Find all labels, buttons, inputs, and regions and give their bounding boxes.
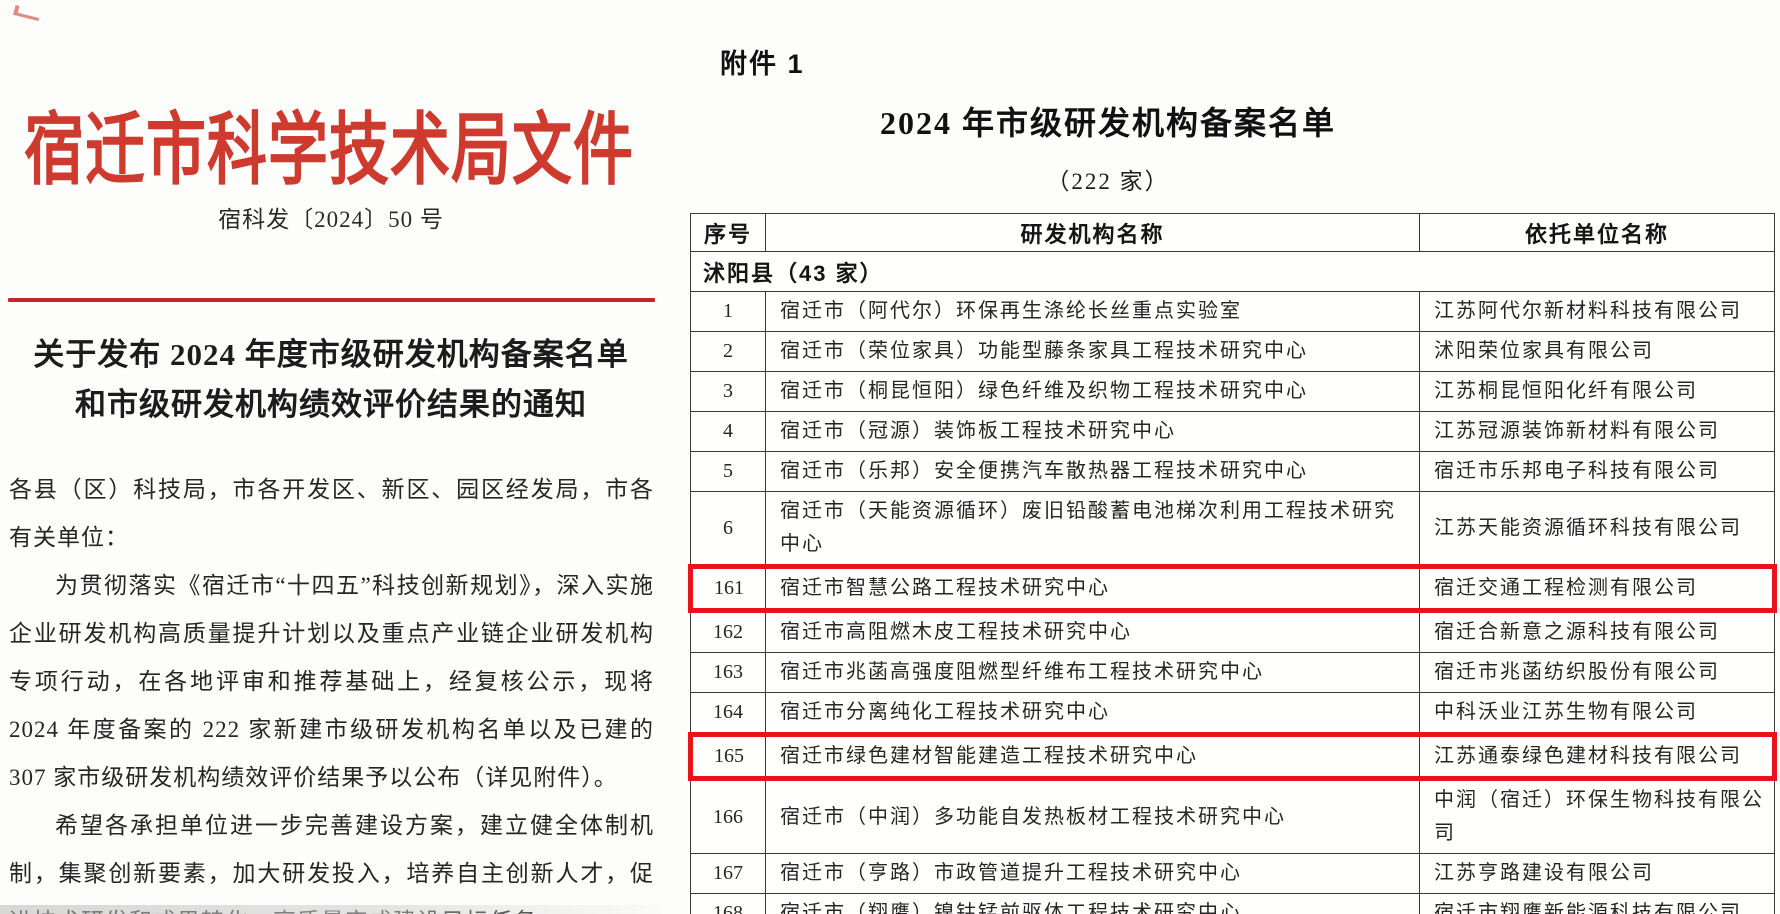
scan-artifact-corner — [13, 5, 41, 21]
cell-supporting-unit: 宿迁市兆菡纺织股份有限公司 — [1419, 652, 1775, 693]
cell-serial-no: 5 — [690, 451, 766, 492]
cell-serial-no: 164 — [690, 692, 766, 735]
cell-institution-name: 宿迁市（翔鹰）镍钴锰前驱体工程技术研究中心 — [765, 893, 1420, 914]
cell-serial-no: 168 — [690, 893, 766, 914]
cell-supporting-unit: 江苏天能资源循环科技有限公司 — [1419, 491, 1775, 567]
table-row: 2 宿迁市（荣位家具）功能型藤条家具工程技术研究中心 沭阳荣位家具有限公司 — [690, 331, 1775, 372]
doc-number: 宿科发〔2024〕50 号 — [218, 207, 444, 232]
table-row-highlighted: 161 宿迁市智慧公路工程技术研究中心 宿迁交通工程检测有限公司 — [688, 564, 1777, 613]
attachment-heading: 2024 年市级研发机构备案名单 （222 家） — [680, 98, 1536, 196]
cell-serial-no: 161 — [688, 564, 766, 613]
cell-supporting-unit: 宿迁合新意之源科技有限公司 — [1419, 610, 1775, 653]
cell-supporting-unit: 宿迁交通工程检测有限公司 — [1419, 564, 1777, 613]
cell-serial-no: 163 — [690, 652, 766, 693]
cell-serial-no: 162 — [690, 610, 766, 653]
table-body: 沭阳县（43 家） 1 宿迁市（阿代尔）环保再生涤纶长丝重点实验室 江苏阿代尔新… — [688, 251, 1777, 914]
table-row: 163 宿迁市兆菡高强度阻燃型纤维布工程技术研究中心 宿迁市兆菡纺织股份有限公司 — [690, 652, 1775, 693]
attachment-page: 附件 1 2024 年市级研发机构备案名单 （222 家） 序号 研发机构名称 … — [662, 0, 1780, 914]
table-row: 4 宿迁市（冠源）装饰板工程技术研究中心 江苏冠源装饰新材料有限公司 — [690, 411, 1775, 452]
attachment-label: 附件 1 — [720, 49, 805, 79]
rd-institutions-table: 序号 研发机构名称 依托单位名称 沭阳县（43 家） 1 宿迁市（阿代尔）环保再… — [688, 213, 1777, 914]
cell-institution-name: 宿迁市高阻燃木皮工程技术研究中心 — [765, 610, 1420, 653]
section-label: 沭阳县（43 家） — [690, 251, 1775, 292]
table-row: 166 宿迁市（中润）多功能自发热板材工程技术研究中心 中润（宿迁）环保生物科技… — [690, 778, 1775, 854]
body-paragraph-1: 为贯彻落实《宿迁市“十四五”科技创新规划》，深入实施企业研发机构高质量提升计划以… — [9, 573, 654, 790]
attachment-title: 2024 年市级研发机构备案名单 — [879, 105, 1336, 141]
notice-title-line1: 关于发布 2024 年度市级研发机构备案名单 — [33, 337, 629, 372]
table-row: 3 宿迁市（桐昆恒阳）绿色纤维及织物工程技术研究中心 江苏桐昆恒阳化纤有限公司 — [690, 371, 1775, 412]
red-divider — [8, 298, 655, 302]
table-row: 162 宿迁市高阻燃木皮工程技术研究中心 宿迁合新意之源科技有限公司 — [690, 610, 1775, 653]
table-header-row: 序号 研发机构名称 依托单位名称 — [690, 213, 1775, 252]
cell-serial-no: 167 — [690, 853, 766, 894]
cell-institution-name: 宿迁市（荣位家具）功能型藤条家具工程技术研究中心 — [765, 331, 1420, 372]
cell-institution-name: 宿迁市（中润）多功能自发热板材工程技术研究中心 — [765, 778, 1420, 854]
cell-institution-name: 宿迁市（桐昆恒阳）绿色纤维及织物工程技术研究中心 — [765, 371, 1420, 412]
cell-institution-name: 宿迁市（亨路）市政管道提升工程技术研究中心 — [765, 853, 1420, 894]
cell-supporting-unit: 宿迁市翔鹰新能源科技有限公司 — [1419, 893, 1775, 914]
cell-institution-name: 宿迁市分离纯化工程技术研究中心 — [765, 692, 1420, 735]
cell-serial-no: 3 — [690, 371, 766, 412]
cell-serial-no: 4 — [690, 411, 766, 452]
cell-serial-no: 165 — [688, 732, 766, 781]
cell-supporting-unit: 沭阳荣位家具有限公司 — [1419, 331, 1775, 372]
scan-artifact-smudge — [0, 905, 690, 914]
attachment-subtitle: （222 家） — [1046, 169, 1170, 194]
cell-serial-no: 1 — [690, 291, 766, 332]
cell-serial-no: 166 — [690, 778, 766, 854]
cell-supporting-unit: 江苏通泰绿色建材科技有限公司 — [1419, 732, 1777, 781]
header-supporting-unit: 依托单位名称 — [1419, 213, 1775, 252]
cell-institution-name: 宿迁市（天能资源循环）废旧铅酸蓄电池梯次利用工程技术研究中心 — [765, 491, 1420, 567]
header-institution-name: 研发机构名称 — [765, 213, 1420, 252]
table-row: 167 宿迁市（亨路）市政管道提升工程技术研究中心 江苏亨路建设有限公司 — [690, 853, 1775, 894]
table-row: 168 宿迁市（翔鹰）镍钴锰前驱体工程技术研究中心 宿迁市翔鹰新能源科技有限公司 — [690, 893, 1775, 914]
body-paragraph-2: 希望各承担单位进一步完善建设方案，建立健全体制机制，集聚创新要素，加大研发投入，… — [9, 813, 654, 914]
table-row: 1 宿迁市（阿代尔）环保再生涤纶长丝重点实验室 江苏阿代尔新材料科技有限公司 — [690, 291, 1775, 332]
cell-supporting-unit: 中润（宿迁）环保生物科技有限公司 — [1419, 778, 1775, 854]
cell-supporting-unit: 江苏阿代尔新材料科技有限公司 — [1419, 291, 1775, 332]
cell-supporting-unit: 中科沃业江苏生物有限公司 — [1419, 692, 1775, 735]
cell-institution-name: 宿迁市绿色建材智能建造工程技术研究中心 — [765, 732, 1420, 781]
table-row-highlighted: 165 宿迁市绿色建材智能建造工程技术研究中心 江苏通泰绿色建材科技有限公司 — [688, 732, 1777, 781]
table-row: 6 宿迁市（天能资源循环）废旧铅酸蓄电池梯次利用工程技术研究中心 江苏天能资源循… — [690, 491, 1775, 567]
cell-supporting-unit: 江苏冠源装饰新材料有限公司 — [1419, 411, 1775, 452]
cell-supporting-unit: 江苏桐昆恒阳化纤有限公司 — [1419, 371, 1775, 412]
cell-institution-name: 宿迁市（乐邦）安全便携汽车散热器工程技术研究中心 — [765, 451, 1420, 492]
header-serial-no: 序号 — [690, 213, 766, 252]
cell-serial-no: 6 — [690, 491, 766, 567]
cell-institution-name: 宿迁市智慧公路工程技术研究中心 — [765, 564, 1420, 613]
notice-title: 关于发布 2024 年度市级研发机构备案名单 和市级研发机构绩效评价结果的通知 — [0, 330, 662, 430]
notice-body: 各县（区）科技局，市各开发区、新区、园区经发局，市各有关单位： 为贯彻落实《宿迁… — [9, 466, 654, 914]
notice-page: 宿迁市科学技术局文件 宿科发〔2024〕50 号 关于发布 2024 年度市级研… — [0, 0, 690, 914]
cell-serial-no: 2 — [690, 331, 766, 372]
table-row: 5 宿迁市（乐邦）安全便携汽车散热器工程技术研究中心 宿迁市乐邦电子科技有限公司 — [690, 451, 1775, 492]
salutation: 各县（区）科技局，市各开发区、新区、园区经发局，市各有关单位： — [9, 477, 654, 550]
section-row: 沭阳县（43 家） — [690, 251, 1775, 292]
notice-title-line2: 和市级研发机构绩效评价结果的通知 — [75, 387, 587, 422]
cell-institution-name: 宿迁市兆菡高强度阻燃型纤维布工程技术研究中心 — [765, 652, 1420, 693]
cell-supporting-unit: 宿迁市乐邦电子科技有限公司 — [1419, 451, 1775, 492]
cell-institution-name: 宿迁市（阿代尔）环保再生涤纶长丝重点实验室 — [765, 291, 1420, 332]
agency-title: 宿迁市科学技术局文件 — [24, 107, 634, 195]
cell-institution-name: 宿迁市（冠源）装饰板工程技术研究中心 — [765, 411, 1420, 452]
table-row: 164 宿迁市分离纯化工程技术研究中心 中科沃业江苏生物有限公司 — [690, 692, 1775, 735]
cell-supporting-unit: 江苏亨路建设有限公司 — [1419, 853, 1775, 894]
